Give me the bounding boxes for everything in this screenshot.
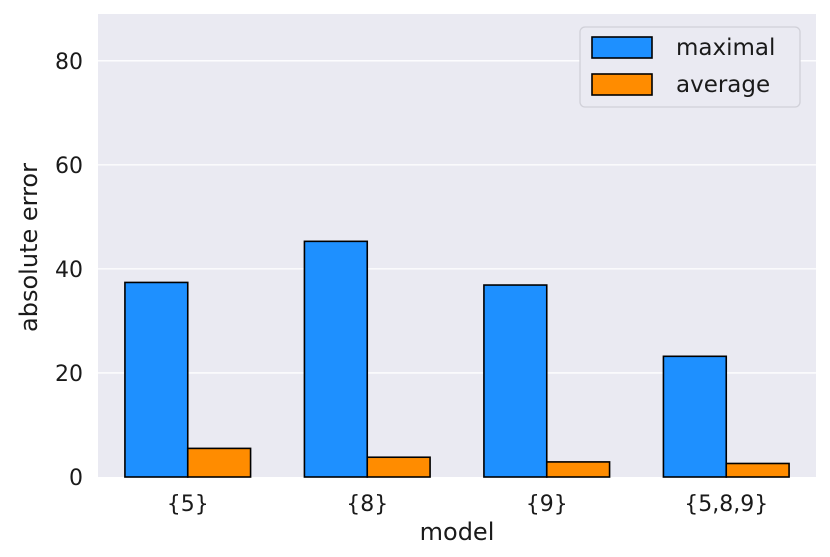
y-tick-label: 40: [55, 258, 83, 283]
bar-average-0: [186, 447, 252, 478]
bar-maximal-0: [124, 281, 189, 478]
x-axis-ticks: {5} {8} {9} {5,8,9}: [167, 492, 768, 517]
bars: [124, 240, 790, 478]
y-tick-label: 60: [55, 154, 83, 179]
y-axis-ticks: 0 20 40 60 80: [55, 50, 83, 491]
x-tick-label: {8}: [346, 492, 388, 517]
x-tick-label: {5}: [167, 492, 209, 517]
y-tick-label: 80: [55, 50, 83, 75]
legend-swatch-average: [591, 73, 653, 96]
bar-maximal-2: [483, 284, 548, 478]
bar-average-2: [545, 461, 611, 478]
legend: maximal average: [579, 26, 801, 108]
x-tick-label: {9}: [526, 492, 568, 517]
legend-swatch-maximal: [591, 36, 653, 59]
bar-maximal-1: [303, 240, 369, 478]
bar-average-1: [366, 456, 431, 478]
x-axis-label: model: [420, 518, 495, 546]
y-axis-label: absolute error: [15, 163, 43, 332]
y-tick-label: 20: [55, 362, 83, 387]
bar-maximal-3: [662, 355, 728, 478]
y-tick-label: 0: [69, 466, 83, 491]
legend-label-maximal: maximal: [676, 35, 775, 61]
bar-average-3: [725, 462, 790, 478]
x-tick-label: {5,8,9}: [684, 492, 768, 517]
legend-label-average: average: [676, 72, 770, 98]
